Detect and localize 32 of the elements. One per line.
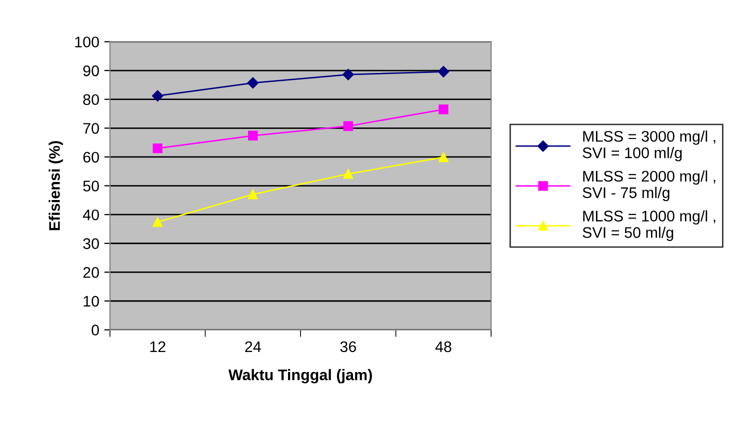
legend-label: MLSS = 2000 mg/l , SVI - 75 ml/g xyxy=(582,170,716,202)
y-axis-title: Efisiensi (%) xyxy=(48,141,63,230)
y-tick-label: 20 xyxy=(83,267,99,278)
point xyxy=(152,143,162,154)
x-tick-label: 36 xyxy=(340,341,356,352)
point xyxy=(248,190,258,200)
y-tick-label: 90 xyxy=(83,65,99,76)
point xyxy=(438,104,448,114)
point xyxy=(438,152,448,162)
x-tick-label: 12 xyxy=(150,341,166,352)
point xyxy=(343,169,354,179)
y-tick-label: 0 xyxy=(92,324,99,336)
point xyxy=(343,121,354,131)
point xyxy=(342,68,354,80)
point xyxy=(248,130,258,140)
y-tick-label: 50 xyxy=(83,180,99,192)
x-axis-title: Waktu Tinggal (jam) xyxy=(228,369,372,384)
point xyxy=(247,77,259,89)
point xyxy=(152,217,162,227)
y-tick-label: 70 xyxy=(83,123,99,134)
y-tick-label: 60 xyxy=(83,152,99,163)
legend-label: MLSS = 3000 mg/l , SVI = 100 ml/g xyxy=(582,130,716,162)
y-tick-label: 10 xyxy=(84,296,99,307)
point xyxy=(152,90,164,102)
point xyxy=(438,66,450,78)
y-tick-label: 30 xyxy=(83,238,99,250)
x-tick-label: 24 xyxy=(245,341,261,352)
y-tick-label: 100 xyxy=(75,36,99,48)
y-tick-label: 80 xyxy=(83,94,99,106)
y-tick-label: 40 xyxy=(82,209,99,220)
legend-label: MLSS = 1000 mg/l , SVI = 50 ml/g xyxy=(582,210,716,241)
x-tick-label: 48 xyxy=(435,341,452,352)
